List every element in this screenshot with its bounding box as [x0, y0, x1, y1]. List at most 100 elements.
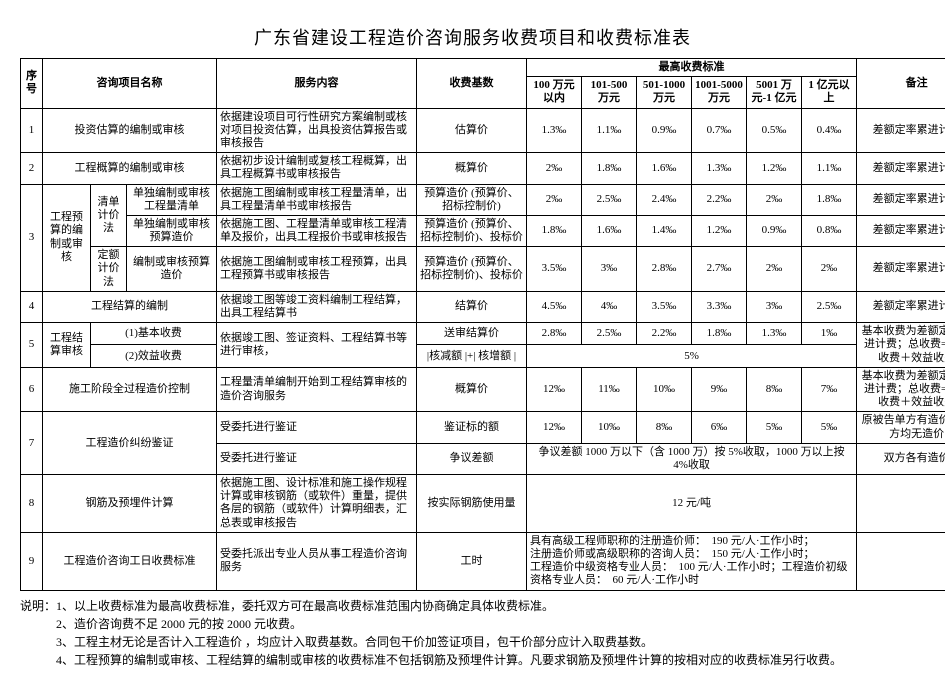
cell-rate: 2.4‰ — [637, 184, 692, 215]
cell-base: 预算造价 (预算价、招标控制价)、投标价 — [417, 247, 527, 292]
cell-rate: 8‰ — [747, 367, 802, 412]
cell-rate: 0.8‰ — [802, 215, 857, 246]
cell-content: 依据竣工图、签证资料、工程结算书等进行审核， — [217, 323, 417, 368]
notes-text: 1、以上收费标准为最高收费标准，委托双方可在最高收费标准范围内协商确定具体收费标… — [56, 599, 554, 613]
cell-rate: 8‰ — [637, 412, 692, 443]
cell-content: 依据施工图编制或审核工程量清单，出具工程量清单书或审核报告 — [217, 184, 417, 215]
table-row: 8 钢筋及预埋件计算 依据施工图、设计标准和施工操作规程计算或审核钢筋（或软件）… — [21, 475, 945, 533]
cell-name: 工程造价咨询工日收费标准 — [43, 532, 217, 590]
col-seq: 序号 — [21, 59, 43, 109]
cell-rate: 2‰ — [747, 247, 802, 292]
cell-rate: 3.5‰ — [527, 247, 582, 292]
range-1: 100 万元以内 — [527, 77, 582, 108]
cell-remark: 差额定率累进计费 — [857, 184, 945, 215]
cell-rate: 10‰ — [637, 367, 692, 412]
cell-rate: 4.5‰ — [527, 291, 582, 322]
range-5: 5001 万元-1 亿元 — [747, 77, 802, 108]
cell-content: 依据建设项目可行性研究方案编制或核对项目投资估算，出具投资估算报告或审核报告 — [217, 108, 417, 153]
table-row: 定额计价法 编制或审核预算造价 依据施工图编制或审核工程预算，出具工程预算书或审… — [21, 247, 945, 292]
cell-idx: 9 — [21, 532, 43, 590]
cell-name: 投资估算的编制或审核 — [43, 108, 217, 153]
cell-rate: 1.4‰ — [637, 215, 692, 246]
cell-content: 工程量清单编制开始到工程结算审核的造价咨询服务 — [217, 367, 417, 412]
table-row: 单独编制或审核预算造价 依据施工图、工程量清单或审核工程清单及报价，出具工程报价… — [21, 215, 945, 246]
page: 广东省建设工程造价咨询服务收费项目和收费标准表 序号 咨询项目名称 服务内容 收… — [20, 24, 925, 669]
cell-rate: 2.2‰ — [637, 323, 692, 345]
cell-base: 预算造价 (预算价、招标控制价) — [417, 184, 527, 215]
cell-name: 钢筋及预埋件计算 — [43, 475, 217, 533]
table-row: 2 工程概算的编制或审核 依据初步设计编制或复核工程概算，出具工程概算书或审核报… — [21, 153, 945, 184]
cell-rate: 1.1‰ — [802, 153, 857, 184]
cell-rate: 6‰ — [692, 412, 747, 443]
range-6: 1 亿元以上 — [802, 77, 857, 108]
cell-rate: 0.9‰ — [747, 215, 802, 246]
table-row: 4 工程结算的编制 依据竣工图等竣工资料编制工程结算，出具工程结算书 结算价 4… — [21, 291, 945, 322]
cell-rate: 11‰ — [582, 367, 637, 412]
cell-rate: 1.1‰ — [582, 108, 637, 153]
cell-content: 依据施工图编制或审核工程预算，出具工程预算书或审核报告 — [217, 247, 417, 292]
col-fee-base: 收费基数 — [417, 59, 527, 109]
cell-combined: 12 元/吨 — [527, 475, 857, 533]
notes: 说明：1、以上收费标准为最高收费标准，委托双方可在最高收费标准范围内协商确定具体… — [20, 597, 925, 669]
cell-idx: 1 — [21, 108, 43, 153]
cell-content: 受委托派出专业人员从事工程造价咨询服务 — [217, 532, 417, 590]
cell-rate: 1.8‰ — [802, 184, 857, 215]
cell-rate: 3‰ — [582, 247, 637, 292]
cell-rate: 9‰ — [692, 367, 747, 412]
cell-base: 鉴证标的额 — [417, 412, 527, 443]
cell-rate: 1.6‰ — [582, 215, 637, 246]
cell-rate: 1.2‰ — [747, 153, 802, 184]
cell-rate: 12‰ — [527, 412, 582, 443]
cell-rate: 4‰ — [582, 291, 637, 322]
cell-rate: 0.9‰ — [637, 108, 692, 153]
table-row: 1 投资估算的编制或审核 依据建设项目可行性研究方案编制或核对项目投资估算，出具… — [21, 108, 945, 153]
cell-combined: 具有高级工程师职称的注册造价师： 190 元/人·工作小时； 注册造价师或高级职… — [527, 532, 857, 590]
range-3: 501-1000 万元 — [637, 77, 692, 108]
cell-subname: (2)效益收费 — [91, 345, 217, 367]
notes-line: 3、工程主材无论是否计入工程造价 ，均应计入取费基数。合同包干价加签证项目，包干… — [20, 633, 925, 651]
col-service-content: 服务内容 — [217, 59, 417, 109]
cell-rate: 3.3‰ — [692, 291, 747, 322]
cell-rate: 1.3‰ — [692, 153, 747, 184]
cell-idx: 8 — [21, 475, 43, 533]
cell-rate: 2.5‰ — [802, 291, 857, 322]
cell-base: |核减额 |+| 核增额 | — [417, 345, 527, 367]
cell-name: 工程结算的编制 — [43, 291, 217, 322]
cell-remark: 原被告单方有造价或双方均无造价 — [857, 412, 945, 443]
cell-base: 估算价 — [417, 108, 527, 153]
cell-rate: 5‰ — [747, 412, 802, 443]
cell-rate: 10‰ — [582, 412, 637, 443]
cell-rate: 0.7‰ — [692, 108, 747, 153]
cell-name: 工程概算的编制或审核 — [43, 153, 217, 184]
cell-base: 概算价 — [417, 367, 527, 412]
notes-line: 4、工程预算的编制或审核、工程结算的编制或审核的收费标准不包括钢筋及预埋件计算。… — [20, 651, 925, 669]
table-row: 7 工程造价纠纷鉴证 受委托进行鉴证 鉴证标的额 12‰ 10‰ 8‰ 6‰ 5… — [21, 412, 945, 443]
cell-idx: 3 — [21, 184, 43, 291]
cell-rate: 12‰ — [527, 367, 582, 412]
notes-line: 说明：1、以上收费标准为最高收费标准，委托双方可在最高收费标准范围内协商确定具体… — [20, 597, 925, 615]
cell-rate: 0.4‰ — [802, 108, 857, 153]
table-row: 5 工程结算审核 (1)基本收费 依据竣工图、签证资料、工程结算书等进行审核， … — [21, 323, 945, 345]
notes-line: 2、造价咨询费不足 2000 元的按 2000 元收费。 — [20, 615, 925, 633]
cell-remark: 差额定率累进计费 — [857, 153, 945, 184]
cell-combined: 争议差额 1000 万以下（含 1000 万）按 5%收取，1000 万以上按 … — [527, 443, 857, 474]
cell-subname: 单独编制或审核工程量清单 — [127, 184, 217, 215]
cell-subname: 编制或审核预算造价 — [127, 247, 217, 292]
cell-content: 受委托进行鉴证 — [217, 412, 417, 443]
table-row: (2)效益收费 |核减额 |+| 核增额 | 5% — [21, 345, 945, 367]
cell-subname: 单独编制或审核预算造价 — [127, 215, 217, 246]
cell-rate: 2.7‰ — [692, 247, 747, 292]
cell-remark: 基本收费为差额定率累进计费；总收费=基本收费＋效益收费 — [857, 367, 945, 412]
cell-base: 工时 — [417, 532, 527, 590]
cell-base: 预算造价 (预算价、招标控制价)、投标价 — [417, 215, 527, 246]
range-4: 1001-5000 万元 — [692, 77, 747, 108]
notes-lead: 说明： — [20, 599, 56, 613]
cell-rate: 2.5‰ — [582, 323, 637, 345]
cell-rate: 1‰ — [802, 323, 857, 345]
cell-remark: 基本收费为差额定率累进计费；总收费=基本收费＋效益收费 — [857, 323, 945, 368]
table-row: 9 工程造价咨询工日收费标准 受委托派出专业人员从事工程造价咨询服务 工时 具有… — [21, 532, 945, 590]
table-header-row: 序号 咨询项目名称 服务内容 收费基数 最高收费标准 备注 — [21, 59, 945, 77]
cell-rate: 1.2‰ — [692, 215, 747, 246]
cell-remark — [857, 532, 945, 590]
col-top-standard: 最高收费标准 — [527, 59, 857, 77]
